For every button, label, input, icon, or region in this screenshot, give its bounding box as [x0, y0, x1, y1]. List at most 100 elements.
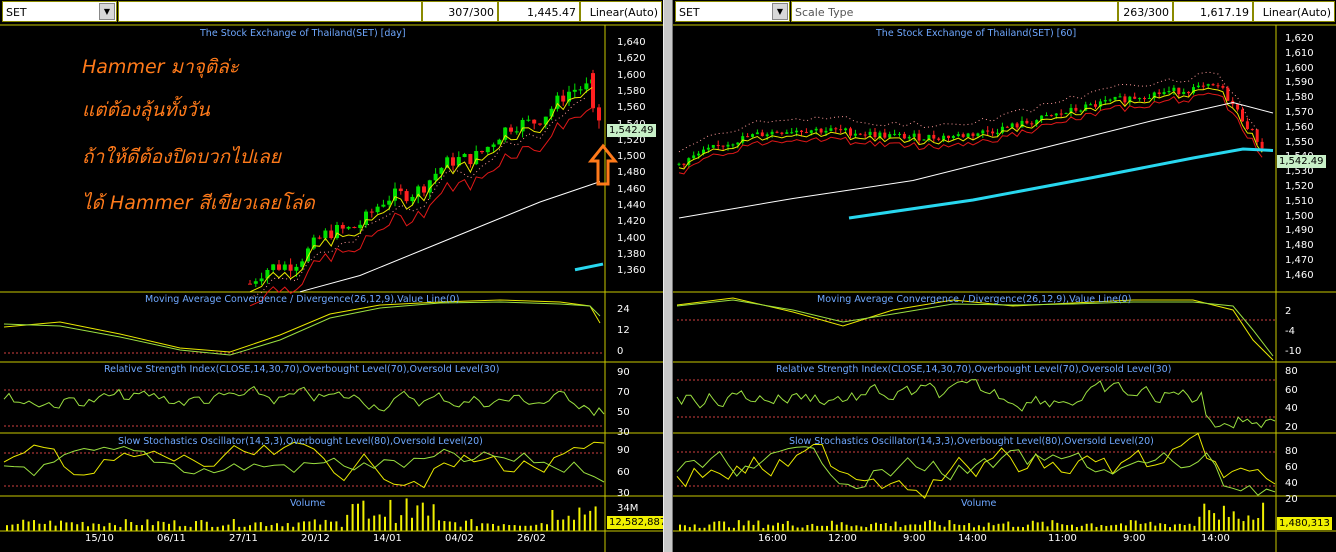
- left-price-tick-label: 1,580: [617, 85, 646, 97]
- volume-bar: [958, 524, 961, 531]
- bull-candle: [503, 127, 508, 140]
- volume-bar: [703, 527, 706, 531]
- volume-bar: [963, 525, 966, 531]
- left-bar-count-value: 307/300: [448, 6, 494, 19]
- volume-bar: [1232, 511, 1235, 531]
- ma-mid-line: [678, 92, 1263, 175]
- volume-bar: [357, 503, 359, 531]
- volume-bar: [411, 517, 413, 531]
- volume-bar: [594, 506, 597, 531]
- volume-bar: [928, 520, 931, 531]
- right-main-title: The Stock Exchange of Thailand(SET) [60]: [876, 28, 1077, 39]
- left-scale-type[interactable]: [118, 1, 422, 22]
- volume-bar: [292, 526, 295, 531]
- volume-bar: [845, 524, 848, 531]
- left-chart-pane[interactable]: SET ▼ 307/300 1,445.47 Linear(Auto) The …: [0, 0, 669, 552]
- volume-bar: [1002, 523, 1005, 531]
- volume-bar: [508, 524, 511, 531]
- bear-candle: [849, 128, 852, 136]
- volume-bar: [124, 519, 127, 531]
- right-chart-canvas: [673, 24, 1336, 552]
- right-chart-pane[interactable]: SET ▼ Scale Type 263/300 1,617.19 Linear…: [673, 0, 1336, 552]
- pane-splitter[interactable]: [663, 0, 673, 552]
- volume-bar: [1061, 524, 1064, 531]
- bear-candle: [1187, 91, 1191, 94]
- bear-candle: [1094, 104, 1097, 107]
- up-arrow-icon: [587, 143, 619, 186]
- bull-candle: [364, 211, 368, 225]
- right-scale-mode-value: Linear(Auto): [1262, 6, 1331, 19]
- bear-candle: [760, 132, 764, 137]
- volume-bar: [265, 526, 268, 531]
- left-volume-title: Volume: [290, 498, 326, 509]
- volume-bar: [178, 526, 181, 531]
- bear-candle: [863, 134, 867, 136]
- volume-bar: [6, 525, 8, 531]
- right-macd-tick-label: 2: [1285, 306, 1292, 317]
- volume-bar: [119, 526, 122, 531]
- annotation-line-2: แต่ต้องลุ้นทั้งวัน: [82, 99, 210, 121]
- bull-candle: [1152, 92, 1156, 99]
- volume-bar: [1159, 523, 1162, 531]
- volume-bar: [683, 525, 686, 531]
- left-date-label: 26/02: [517, 533, 546, 544]
- bear-candle: [1133, 96, 1137, 99]
- right-stoch-tick-label: 80: [1285, 446, 1298, 457]
- volume-bar: [276, 523, 278, 531]
- volume-bar: [27, 521, 30, 531]
- volume-bar: [1095, 526, 1098, 531]
- left-price-tick-label: 1,480: [617, 167, 646, 179]
- bear-candle: [1255, 129, 1259, 142]
- volume-bar: [114, 525, 116, 531]
- macd-signal-line: [3, 301, 601, 356]
- bull-candle: [1182, 91, 1186, 95]
- right-symbol-select[interactable]: SET ▼: [675, 1, 790, 22]
- ma-long-line: [678, 101, 1274, 219]
- volume-bar: [728, 527, 730, 531]
- volume-bar: [81, 521, 84, 531]
- volume-bar: [1120, 523, 1122, 531]
- bull-candle: [755, 132, 759, 135]
- stoch-d-line: [676, 446, 1276, 496]
- stoch-d-line: [3, 445, 605, 483]
- volume-bar: [70, 522, 73, 531]
- bull-candle: [323, 230, 328, 239]
- volume-bar: [1164, 524, 1167, 531]
- volume-bar: [535, 524, 538, 531]
- bull-candle: [1118, 96, 1122, 98]
- volume-bar: [894, 521, 897, 531]
- bull-candle: [1192, 87, 1195, 94]
- right-scale-mode[interactable]: Linear(Auto): [1253, 1, 1335, 22]
- right-macd-tick-label: -10: [1285, 346, 1302, 357]
- bull-candle: [711, 144, 715, 148]
- right-price-tick-label: 1,510: [1285, 195, 1314, 207]
- volume-bar: [22, 519, 25, 531]
- left-symbol-select[interactable]: SET ▼: [2, 1, 117, 22]
- volume-bar: [583, 514, 586, 531]
- volume-bar: [76, 524, 79, 531]
- volume-bar: [60, 520, 62, 531]
- bull-candle: [829, 128, 833, 131]
- volume-bar: [351, 504, 354, 531]
- right-price-readout: 1,617.19: [1173, 1, 1253, 22]
- right-price-tick-label: 1,470: [1285, 255, 1314, 266]
- right-price-tick-label: 1,490: [1285, 225, 1314, 237]
- left-price-tick-label: 1,560: [617, 102, 646, 114]
- volume-bar: [438, 520, 440, 531]
- right-last-price-tag: 1,542.49: [1277, 155, 1326, 168]
- left-date-label: 04/02: [445, 533, 474, 544]
- left-scale-mode[interactable]: Linear(Auto): [580, 1, 662, 22]
- volume-bar: [982, 526, 985, 531]
- chevron-down-icon[interactable]: ▼: [99, 3, 115, 20]
- chevron-down-icon[interactable]: ▼: [772, 3, 788, 20]
- bull-candle: [765, 134, 769, 137]
- volume-bar: [243, 526, 246, 531]
- volume-bar: [562, 519, 565, 531]
- volume-bar: [713, 521, 716, 531]
- volume-bar: [826, 525, 828, 531]
- volume-bar: [405, 498, 408, 531]
- bull-candle: [790, 132, 794, 134]
- bear-candle: [1123, 96, 1127, 103]
- right-price-tick-label: 1,590: [1285, 77, 1314, 89]
- right-scale-type[interactable]: Scale Type: [791, 1, 1118, 22]
